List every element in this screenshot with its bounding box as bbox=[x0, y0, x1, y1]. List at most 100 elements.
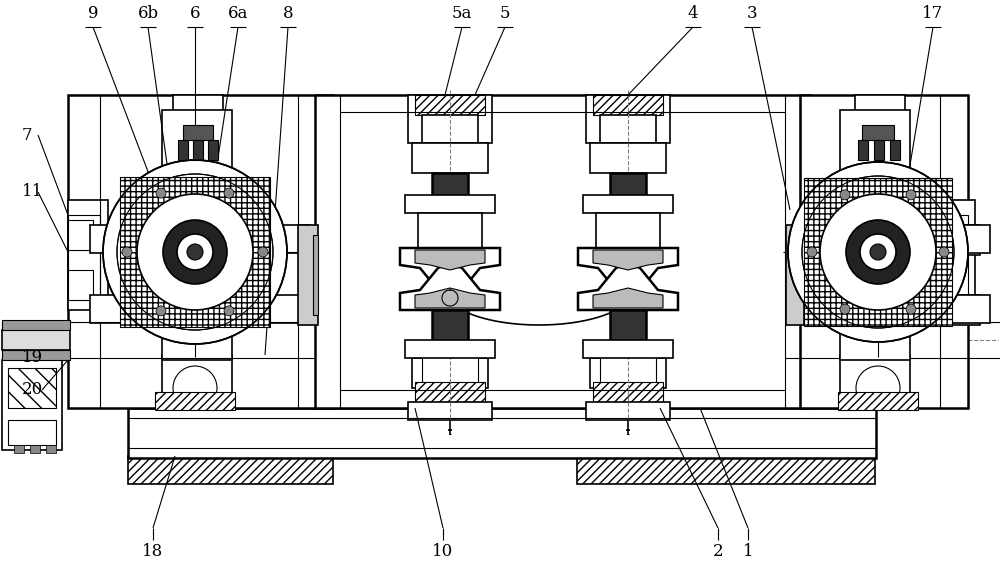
Bar bbox=[840, 110, 910, 360]
Text: 9: 9 bbox=[88, 5, 98, 22]
Bar bbox=[68, 270, 93, 300]
Circle shape bbox=[840, 304, 850, 314]
Bar bbox=[120, 177, 270, 327]
Bar bbox=[14, 445, 24, 453]
Bar bbox=[193, 140, 203, 160]
Circle shape bbox=[788, 162, 968, 342]
Polygon shape bbox=[578, 263, 678, 310]
Bar bbox=[940, 215, 968, 295]
Bar bbox=[405, 340, 495, 358]
Bar bbox=[128, 408, 876, 458]
Bar bbox=[600, 115, 656, 143]
Bar bbox=[577, 456, 875, 484]
Bar bbox=[838, 392, 918, 410]
Text: 20: 20 bbox=[22, 382, 43, 399]
Bar bbox=[30, 445, 40, 453]
Circle shape bbox=[258, 247, 268, 257]
Bar bbox=[583, 195, 673, 213]
Bar bbox=[940, 225, 980, 255]
Bar bbox=[90, 225, 310, 253]
Polygon shape bbox=[415, 288, 485, 308]
Circle shape bbox=[870, 244, 886, 260]
Circle shape bbox=[156, 188, 166, 198]
Bar bbox=[855, 95, 905, 125]
Circle shape bbox=[820, 194, 936, 310]
Bar bbox=[162, 355, 232, 410]
Circle shape bbox=[117, 174, 273, 330]
Bar bbox=[610, 173, 646, 228]
Text: 10: 10 bbox=[432, 543, 454, 560]
Text: 6a: 6a bbox=[228, 5, 248, 22]
Bar bbox=[593, 382, 663, 402]
Bar bbox=[178, 140, 188, 160]
Circle shape bbox=[156, 306, 166, 316]
Bar bbox=[586, 402, 670, 420]
Bar bbox=[162, 110, 232, 360]
Bar bbox=[155, 392, 235, 410]
Circle shape bbox=[224, 306, 234, 316]
Bar bbox=[2, 320, 70, 330]
Bar bbox=[415, 95, 485, 115]
Bar bbox=[610, 310, 646, 355]
Bar bbox=[8, 420, 56, 445]
Circle shape bbox=[840, 190, 850, 200]
Bar bbox=[432, 310, 468, 355]
Bar bbox=[804, 178, 952, 326]
Text: 19: 19 bbox=[22, 350, 43, 367]
Text: 17: 17 bbox=[922, 5, 944, 22]
Bar bbox=[422, 356, 478, 386]
Bar bbox=[68, 95, 333, 408]
Bar bbox=[874, 140, 884, 160]
Bar bbox=[2, 350, 70, 360]
Bar bbox=[68, 215, 100, 295]
Bar bbox=[2, 360, 62, 450]
Bar bbox=[890, 140, 900, 160]
Polygon shape bbox=[400, 248, 500, 295]
Circle shape bbox=[163, 220, 227, 284]
Bar bbox=[408, 402, 492, 420]
Bar bbox=[786, 225, 804, 325]
Bar bbox=[412, 143, 488, 173]
Text: 2: 2 bbox=[713, 543, 723, 560]
Bar bbox=[8, 368, 56, 408]
Text: 5a: 5a bbox=[452, 5, 472, 22]
Circle shape bbox=[137, 194, 253, 310]
Bar bbox=[68, 200, 108, 310]
Bar bbox=[298, 225, 318, 325]
Text: 8: 8 bbox=[283, 5, 293, 22]
Bar bbox=[418, 213, 482, 248]
Text: 1: 1 bbox=[743, 543, 753, 560]
Text: 4: 4 bbox=[688, 5, 698, 22]
Circle shape bbox=[103, 160, 287, 344]
Bar bbox=[412, 358, 488, 388]
Text: 3: 3 bbox=[747, 5, 757, 22]
Bar bbox=[46, 445, 56, 453]
Text: 5: 5 bbox=[500, 5, 510, 22]
Bar bbox=[2, 330, 70, 350]
Bar bbox=[432, 173, 468, 228]
Polygon shape bbox=[593, 288, 663, 308]
Bar bbox=[583, 340, 673, 358]
Bar bbox=[600, 356, 656, 386]
Bar bbox=[405, 195, 495, 213]
Bar bbox=[313, 235, 318, 315]
Circle shape bbox=[860, 234, 896, 270]
Bar bbox=[128, 456, 333, 484]
Circle shape bbox=[187, 244, 203, 260]
Circle shape bbox=[856, 366, 900, 410]
Bar bbox=[415, 382, 485, 402]
Bar bbox=[940, 295, 980, 325]
Circle shape bbox=[224, 188, 234, 198]
Bar bbox=[800, 95, 968, 408]
Bar bbox=[68, 220, 93, 250]
Polygon shape bbox=[578, 248, 678, 295]
Bar bbox=[590, 143, 666, 173]
Circle shape bbox=[173, 366, 217, 410]
Circle shape bbox=[802, 176, 954, 328]
Text: 11: 11 bbox=[22, 184, 43, 200]
Circle shape bbox=[122, 247, 132, 257]
Text: 6b: 6b bbox=[137, 5, 159, 22]
Bar bbox=[862, 125, 894, 140]
Bar bbox=[800, 295, 990, 323]
Text: 6: 6 bbox=[190, 5, 200, 22]
